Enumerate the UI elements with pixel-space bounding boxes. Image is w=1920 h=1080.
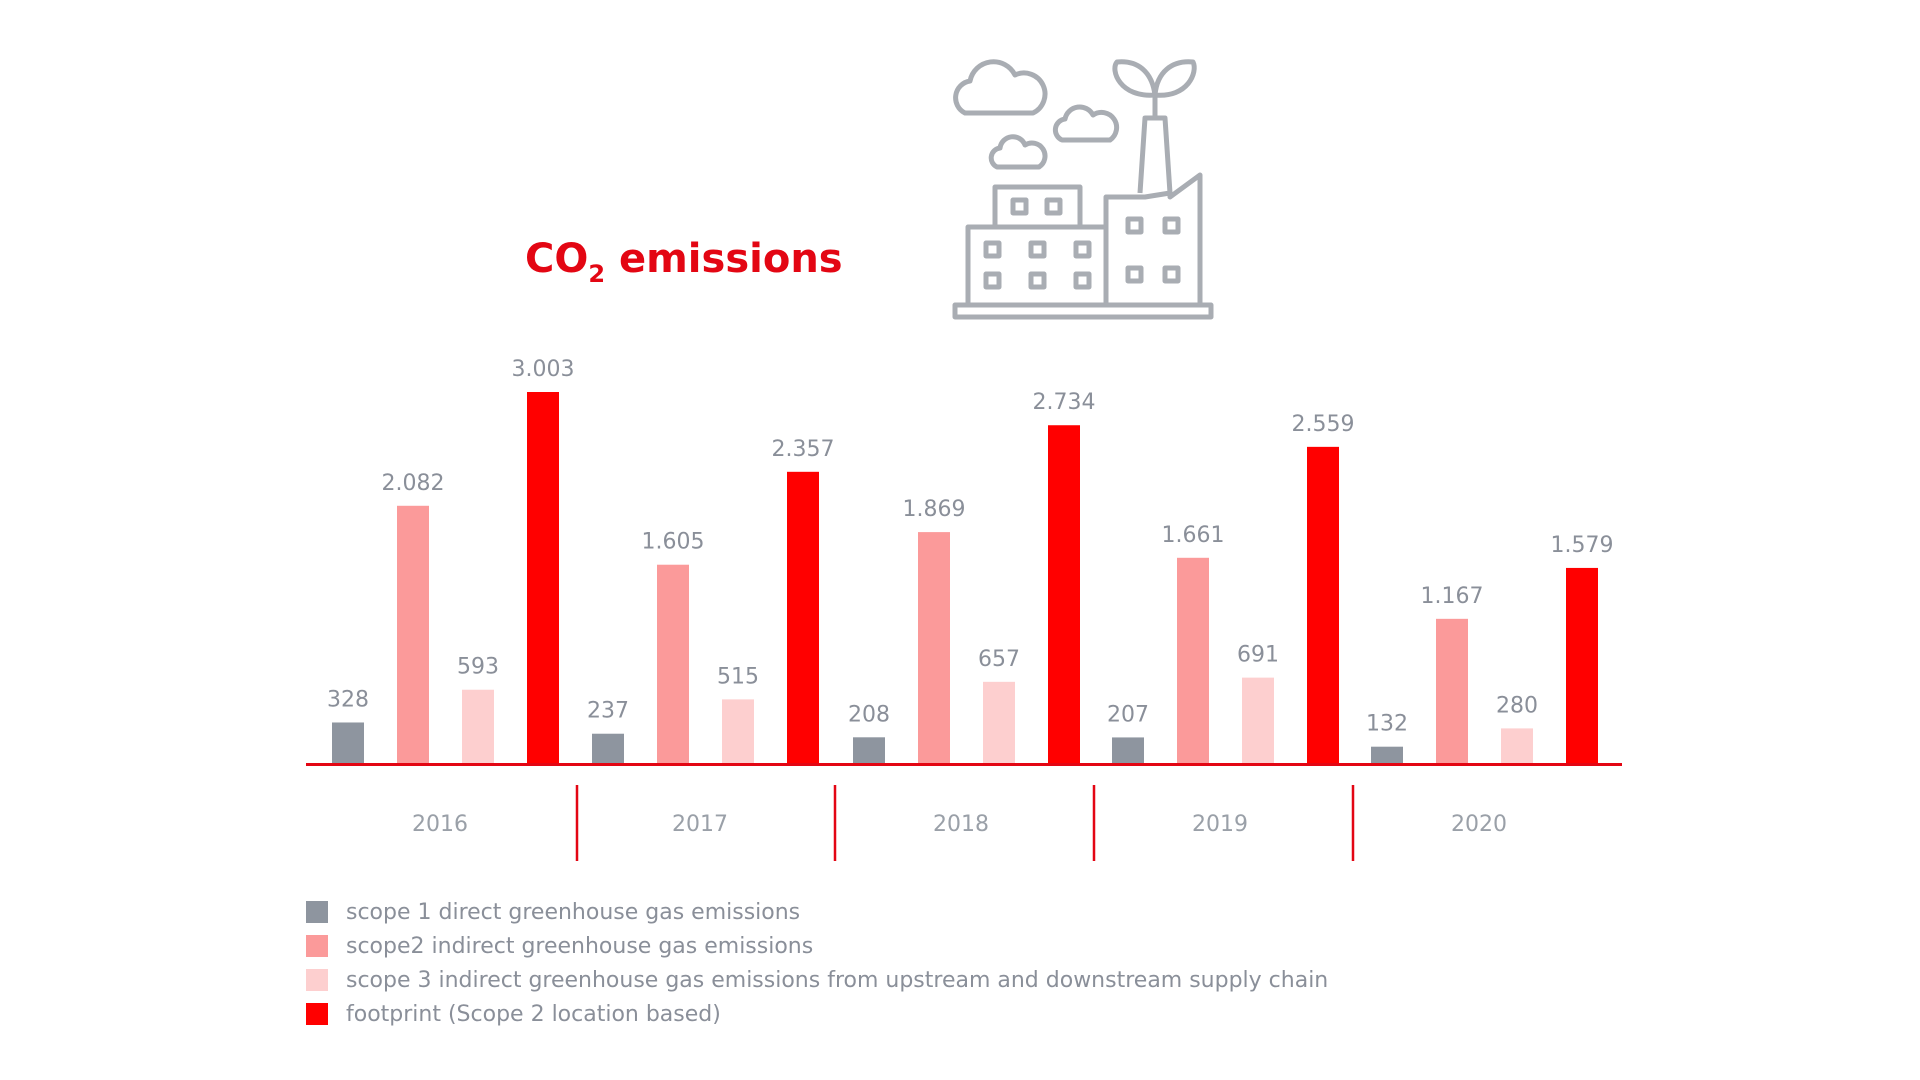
bar-2018-series-4 <box>1048 425 1080 763</box>
chart-title-main: CO <box>525 236 588 282</box>
legend-label: footprint (Scope 2 location based) <box>346 1001 721 1027</box>
value-label-2018-series-4: 2.734 <box>1033 390 1096 415</box>
value-label-2020-series-2: 1.167 <box>1421 584 1484 609</box>
legend-swatch <box>306 1003 328 1025</box>
chart-title-rest: emissions <box>605 236 843 282</box>
value-label-2020-series-4: 1.579 <box>1551 533 1614 558</box>
legend-label: scope 1 direct greenhouse gas emissions <box>346 899 801 925</box>
x-tick-label-2018: 2018 <box>933 812 989 837</box>
value-label-2016-series-3: 593 <box>457 655 499 680</box>
legend-item-series-4: footprint (Scope 2 location based) <box>306 997 1328 1031</box>
bar-2017-series-3 <box>722 699 754 763</box>
value-label-2020-series-1: 132 <box>1366 712 1408 737</box>
legend-item-series-3: scope 3 indirect greenhouse gas emission… <box>306 963 1328 997</box>
value-label-2016-series-4: 3.003 <box>512 357 575 382</box>
value-label-2017-series-2: 1.605 <box>642 530 705 555</box>
legend-label: scope2 indirect greenhouse gas emissions <box>346 933 814 959</box>
bar-2019-series-2 <box>1177 557 1209 763</box>
chart-title-subscript: 2 <box>588 260 605 288</box>
bar-2016-series-4 <box>527 392 559 763</box>
x-tick-label-2020: 2020 <box>1451 812 1507 837</box>
legend-item-series-2: scope2 indirect greenhouse gas emissions <box>306 929 1328 963</box>
bar-2020-series-3 <box>1501 728 1533 763</box>
bar-2016-series-3 <box>462 689 494 763</box>
bar-2017-series-2 <box>657 564 689 763</box>
value-label-2018-series-1: 208 <box>848 702 890 727</box>
value-label-2019-series-2: 1.661 <box>1162 523 1225 548</box>
value-label-2018-series-2: 1.869 <box>903 497 966 522</box>
value-label-2020-series-3: 280 <box>1496 693 1538 718</box>
legend-label: scope 3 indirect greenhouse gas emission… <box>346 967 1329 993</box>
axis-group: 2016 2017 2018 2019 2020 <box>306 763 1622 861</box>
bar-2020-series-1 <box>1371 746 1403 763</box>
bar-2020-series-4 <box>1566 567 1598 763</box>
legend-item-series-1: scope 1 direct greenhouse gas emissions <box>306 895 1328 929</box>
value-label-2019-series-3: 691 <box>1237 643 1279 668</box>
value-label-2019-series-1: 207 <box>1107 702 1149 727</box>
bar-2016-series-1 <box>332 722 364 763</box>
bar-2016-series-2 <box>397 505 429 763</box>
bar-2019-series-3 <box>1242 677 1274 763</box>
bars-group <box>332 392 1598 763</box>
bar-2017-series-4 <box>787 471 819 763</box>
chart-title: CO2 emissions <box>525 236 843 288</box>
x-tick-label-2016: 2016 <box>412 812 468 837</box>
value-label-2016-series-2: 2.082 <box>382 471 445 496</box>
x-tick-label-2017: 2017 <box>672 812 728 837</box>
value-labels-group: 328 2.082 593 3.003 237 1.605 515 2.357 208 1.869… <box>327 357 1613 737</box>
value-label-2018-series-3: 657 <box>978 647 1020 672</box>
x-tick-label-2019: 2019 <box>1192 812 1248 837</box>
bar-2018-series-3 <box>983 681 1015 763</box>
bar-2020-series-2 <box>1436 618 1468 763</box>
value-label-2017-series-1: 237 <box>587 699 629 724</box>
value-label-2019-series-4: 2.559 <box>1292 412 1355 437</box>
factory-icon <box>952 59 1214 320</box>
value-label-2017-series-3: 515 <box>717 664 759 689</box>
legend-swatch <box>306 901 328 923</box>
bar-2019-series-1 <box>1112 737 1144 763</box>
legend: scope 1 direct greenhouse gas emissions s… <box>306 895 1328 1031</box>
value-label-2017-series-4: 2.357 <box>772 437 835 462</box>
value-label-2016-series-1: 328 <box>327 687 369 712</box>
legend-swatch <box>306 935 328 957</box>
bar-2019-series-4 <box>1307 446 1339 763</box>
bar-2018-series-1 <box>853 737 885 763</box>
legend-swatch <box>306 969 328 991</box>
bar-2018-series-2 <box>918 532 950 763</box>
bar-2017-series-1 <box>592 733 624 763</box>
